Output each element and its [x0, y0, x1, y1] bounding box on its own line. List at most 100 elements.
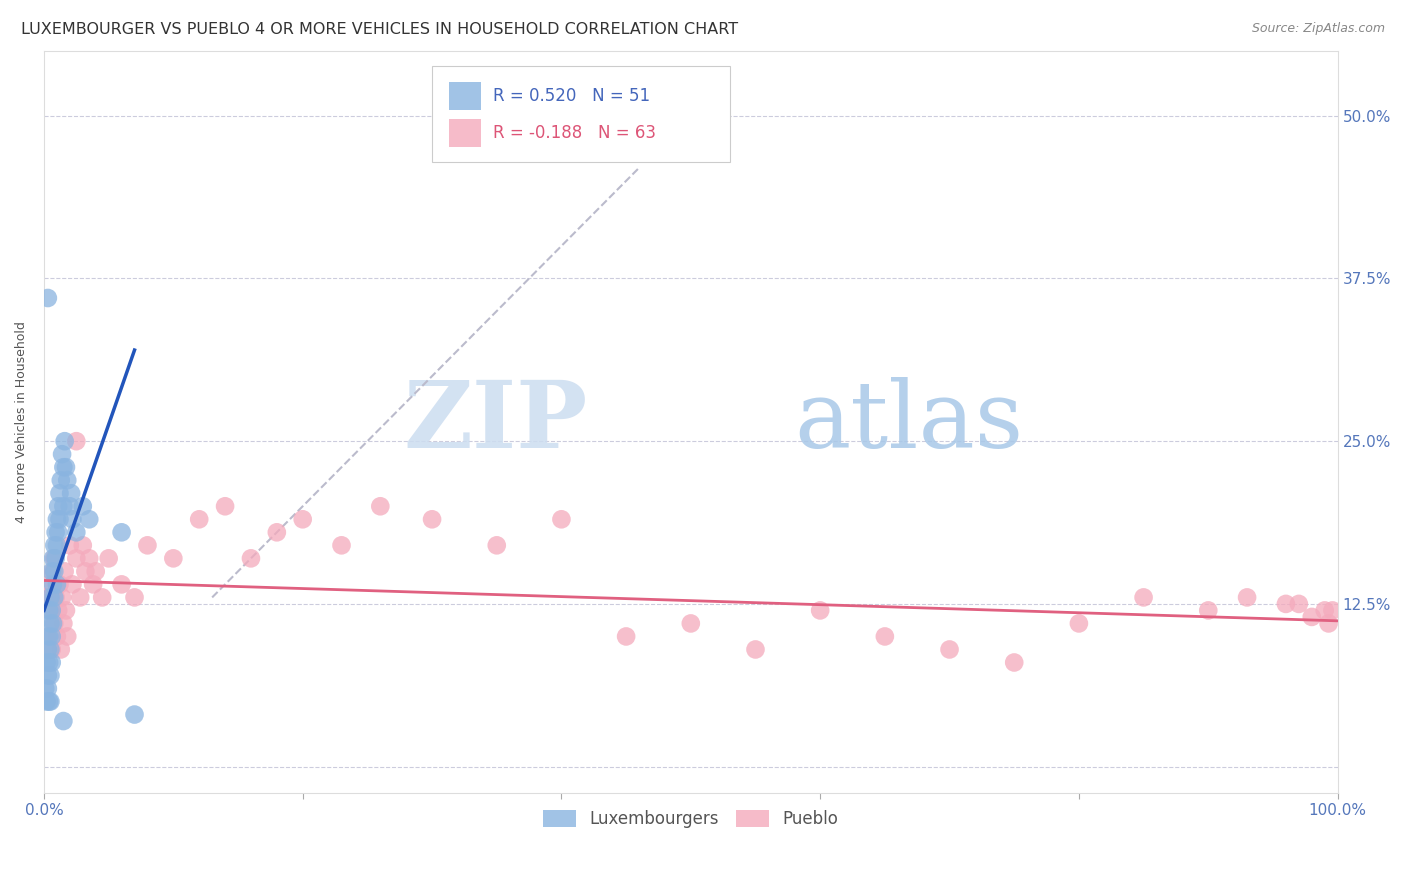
Point: [48, 512, 70, 526]
Point: [420, 512, 443, 526]
Text: ZIP: ZIP: [404, 376, 588, 467]
Point: [39, 603, 62, 617]
Text: R = 0.520   N = 51: R = 0.520 N = 51: [494, 87, 650, 105]
Point: [44, 538, 66, 552]
Point: [744, 642, 766, 657]
Point: [1288, 597, 1310, 611]
FancyBboxPatch shape: [432, 65, 730, 162]
Point: [485, 538, 508, 552]
Point: [41, 565, 63, 579]
Point: [679, 616, 702, 631]
Point: [188, 512, 211, 526]
Point: [69, 591, 91, 605]
Point: [65, 525, 87, 540]
Point: [45, 525, 67, 540]
Point: [39, 642, 62, 657]
Point: [37, 630, 59, 644]
Point: [75, 565, 97, 579]
Point: [45, 591, 67, 605]
Point: [1197, 603, 1219, 617]
Point: [808, 603, 831, 617]
Point: [39, 668, 62, 682]
Point: [873, 630, 896, 644]
Point: [62, 512, 84, 526]
Point: [44, 616, 66, 631]
Text: Source: ZipAtlas.com: Source: ZipAtlas.com: [1251, 22, 1385, 36]
Point: [1236, 591, 1258, 605]
Point: [110, 525, 132, 540]
Point: [84, 565, 107, 579]
FancyBboxPatch shape: [449, 82, 481, 110]
Point: [1317, 616, 1340, 631]
Point: [56, 473, 79, 487]
Point: [77, 551, 100, 566]
Point: [45, 577, 67, 591]
Point: [37, 642, 59, 657]
Point: [37, 668, 59, 682]
Point: [38, 630, 60, 644]
Point: [38, 656, 60, 670]
Point: [34, 681, 56, 696]
Point: [38, 577, 60, 591]
Point: [60, 486, 83, 500]
Point: [59, 538, 82, 552]
Point: [49, 642, 72, 657]
Point: [38, 603, 60, 617]
Point: [59, 500, 82, 514]
Point: [46, 500, 69, 514]
Point: [45, 551, 67, 566]
Point: [44, 591, 66, 605]
Point: [1002, 656, 1025, 670]
Point: [53, 565, 76, 579]
Point: [48, 486, 70, 500]
Point: [53, 434, 76, 449]
Point: [370, 500, 392, 514]
Point: [55, 460, 77, 475]
Point: [266, 525, 288, 540]
FancyBboxPatch shape: [449, 119, 481, 147]
Point: [35, 694, 58, 708]
Point: [124, 591, 146, 605]
Y-axis label: 4 or more Vehicles in Household: 4 or more Vehicles in Household: [15, 321, 28, 523]
Point: [39, 591, 62, 605]
Point: [42, 616, 65, 631]
Point: [938, 642, 960, 657]
Point: [65, 551, 87, 566]
Point: [52, 500, 75, 514]
Point: [136, 538, 159, 552]
Text: atlas: atlas: [794, 376, 1024, 467]
Point: [72, 538, 94, 552]
Point: [77, 512, 100, 526]
Point: [44, 551, 66, 566]
Point: [330, 538, 353, 552]
Point: [44, 565, 66, 579]
Point: [41, 630, 63, 644]
Point: [239, 551, 262, 566]
Point: [37, 681, 59, 696]
Point: [48, 577, 70, 591]
Point: [41, 591, 63, 605]
Point: [41, 603, 63, 617]
Point: [37, 291, 59, 305]
Point: [49, 473, 72, 487]
Point: [124, 707, 146, 722]
Point: [110, 577, 132, 591]
Point: [45, 630, 67, 644]
Point: [97, 551, 120, 566]
Point: [42, 577, 65, 591]
Text: LUXEMBOURGER VS PUEBLO 4 OR MORE VEHICLES IN HOUSEHOLD CORRELATION CHART: LUXEMBOURGER VS PUEBLO 4 OR MORE VEHICLE…: [21, 22, 738, 37]
Point: [51, 591, 73, 605]
Point: [35, 591, 58, 605]
Point: [1301, 610, 1323, 624]
Point: [91, 591, 114, 605]
Point: [162, 551, 184, 566]
Point: [550, 512, 572, 526]
Point: [45, 538, 67, 552]
Point: [56, 630, 79, 644]
Point: [46, 603, 69, 617]
Point: [41, 642, 63, 657]
Point: [39, 616, 62, 631]
Text: R = -0.188   N = 63: R = -0.188 N = 63: [494, 124, 655, 142]
Point: [82, 577, 104, 591]
Point: [52, 460, 75, 475]
